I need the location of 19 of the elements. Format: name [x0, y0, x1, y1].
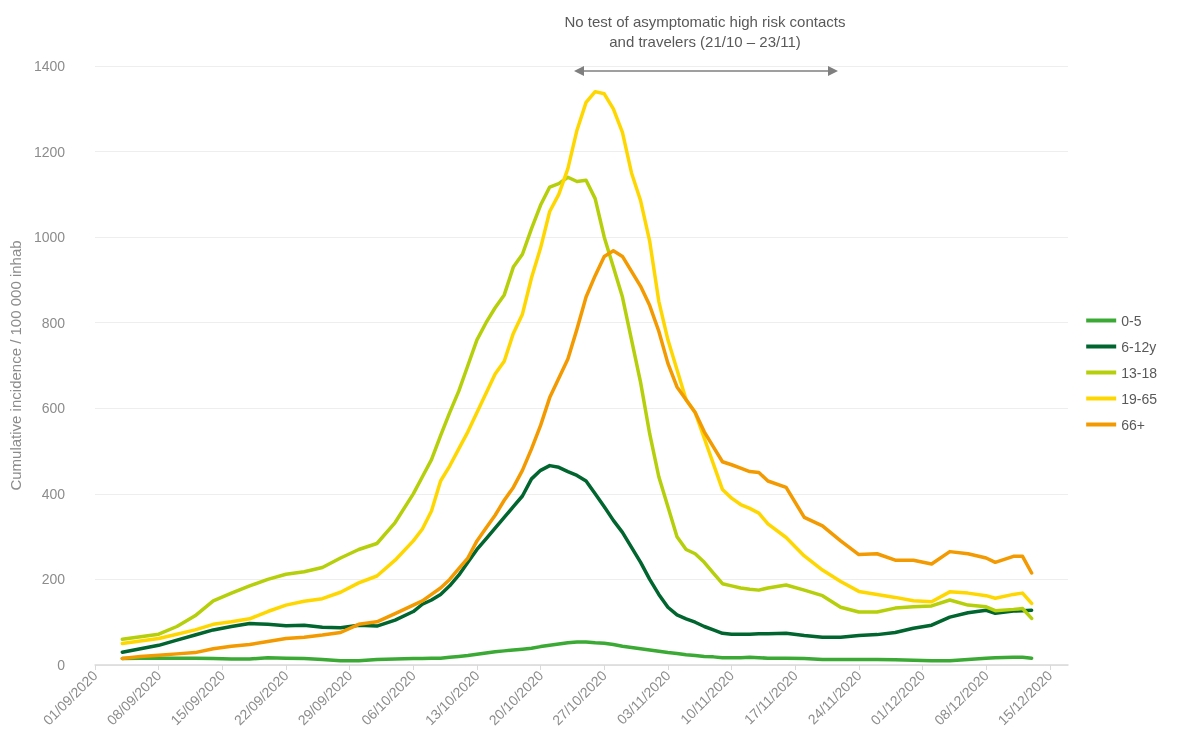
line-series — [120, 463, 1034, 654]
line-series — [120, 249, 1034, 661]
legend-label: 19-65 — [1121, 390, 1158, 407]
line-series — [120, 175, 1034, 642]
line-series — [120, 89, 1034, 646]
legend-label: 6-12y — [1121, 338, 1157, 355]
legend-label: 13-18 — [1121, 364, 1158, 381]
y-tick-label: 1000 — [33, 229, 66, 246]
y-tick-label: 600 — [41, 400, 66, 417]
y-tick-label: 1200 — [33, 143, 66, 160]
y-tick-label: 0 — [57, 657, 66, 673]
legend-label: 0-5 — [1121, 312, 1142, 329]
y-tick-label: 400 — [41, 485, 66, 502]
y-axis-title: Cumulative incidence / 100 000 inhab — [7, 240, 24, 491]
y-tick-label: 800 — [41, 314, 66, 331]
text: No test of asymptomatic high risk contacts and travelers (21/10 – 23/11) — [563, 12, 847, 52]
y-tick-label: 200 — [41, 571, 66, 588]
legend-label: 66+ — [1121, 416, 1145, 433]
y-tick-label: 1400 — [33, 58, 66, 74]
